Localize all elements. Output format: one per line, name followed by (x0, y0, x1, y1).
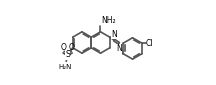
Text: N: N (116, 44, 122, 53)
Text: N: N (111, 30, 117, 39)
Text: O: O (60, 43, 66, 52)
Text: O: O (69, 43, 75, 52)
Text: S: S (65, 50, 70, 59)
Text: Cl: Cl (146, 39, 154, 48)
Text: H₂N: H₂N (59, 64, 72, 70)
Text: NH₂: NH₂ (101, 16, 116, 25)
